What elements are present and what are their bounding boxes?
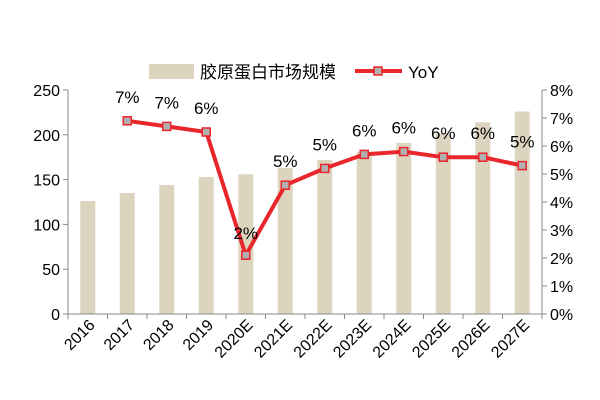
bar-2018 <box>159 184 175 314</box>
yoy-marker-2022E <box>320 163 330 174</box>
yoy-marker-2023E <box>359 149 369 160</box>
yoy-label-2017: 7% <box>115 88 140 107</box>
yoy-label-2019: 6% <box>194 99 219 118</box>
yoy-label-2021E: 5% <box>273 152 298 171</box>
bar-2025E <box>435 133 451 314</box>
left-tick-label-150: 150 <box>33 173 60 190</box>
x-tick-label-2024E: 2024E <box>370 317 415 362</box>
yoy-marker-2021E <box>280 180 290 190</box>
right-tick-label-6%: 6% <box>550 139 573 156</box>
bar-2019 <box>198 176 214 314</box>
yoy-label-2027E: 5% <box>510 133 535 152</box>
left-tick-label-200: 200 <box>33 128 60 145</box>
left-tick-label-250: 250 <box>33 83 60 100</box>
yoy-label-2025E: 6% <box>431 124 456 143</box>
yoy-label-2020E: 2% <box>233 224 258 243</box>
x-tick-label-2025E: 2025E <box>409 317 454 362</box>
left-tick-label-100: 100 <box>33 217 60 234</box>
left-tick-label-50: 50 <box>42 262 60 279</box>
x-tick-label-2023E: 2023E <box>330 317 375 362</box>
legend: 胶原蛋白市场规模 YoY <box>149 63 439 82</box>
x-tick-label-2022E: 2022E <box>291 317 336 362</box>
x-tick-label-2016: 2016 <box>61 317 98 354</box>
legend-line-label: YoY <box>408 63 439 82</box>
bar-2016 <box>80 201 96 314</box>
x-tick-label-2020E: 2020E <box>212 317 257 362</box>
bar-2023E <box>356 151 372 314</box>
yoy-label-2023E: 6% <box>352 121 377 140</box>
bar-2026E <box>475 122 491 314</box>
bar-2022E <box>317 159 333 314</box>
bar-2021E <box>277 167 293 314</box>
x-tick-label-2021E: 2021E <box>251 317 296 362</box>
right-tick-label-5%: 5% <box>550 167 573 184</box>
x-tick-label-2017: 2017 <box>101 317 138 354</box>
bar-2020E <box>238 174 254 314</box>
legend-line-marker <box>373 66 383 76</box>
yoy-marker-2020E <box>241 250 251 260</box>
yoy-label-2018: 7% <box>154 93 179 112</box>
bar-2024E <box>396 142 412 314</box>
yoy-label-2022E: 5% <box>312 135 337 154</box>
right-tick-label-4%: 4% <box>550 195 573 212</box>
right-tick-label-3%: 3% <box>550 223 573 240</box>
yoy-marker-2027E <box>517 160 527 171</box>
yoy-marker-2024E <box>399 146 409 157</box>
x-tick-label-2018: 2018 <box>140 317 177 354</box>
right-tick-label-2%: 2% <box>550 251 573 268</box>
legend-bar-swatch <box>149 64 194 79</box>
yoy-marker-2025E <box>438 152 448 162</box>
x-tick-label-2019: 2019 <box>180 317 217 354</box>
right-tick-label-8%: 8% <box>550 83 573 100</box>
bar-2017 <box>119 193 135 314</box>
right-tick-label-7%: 7% <box>550 111 573 128</box>
left-tick-label-0: 0 <box>51 307 60 324</box>
x-tick-label-2027E: 2027E <box>488 317 533 362</box>
legend-bar-label: 胶原蛋白市场规模 <box>200 63 336 82</box>
x-tick-label-2026E: 2026E <box>449 317 494 362</box>
yoy-marker-2019 <box>201 127 211 137</box>
yoy-marker-2026E <box>478 152 488 162</box>
yoy-marker-2017 <box>122 116 132 126</box>
yoy-label-2024E: 6% <box>391 119 416 138</box>
yoy-label-2026E: 6% <box>470 124 495 143</box>
yoy-marker-2018 <box>162 121 172 132</box>
right-tick-label-1%: 1% <box>550 279 573 296</box>
right-tick-label-0%: 0% <box>550 307 573 324</box>
